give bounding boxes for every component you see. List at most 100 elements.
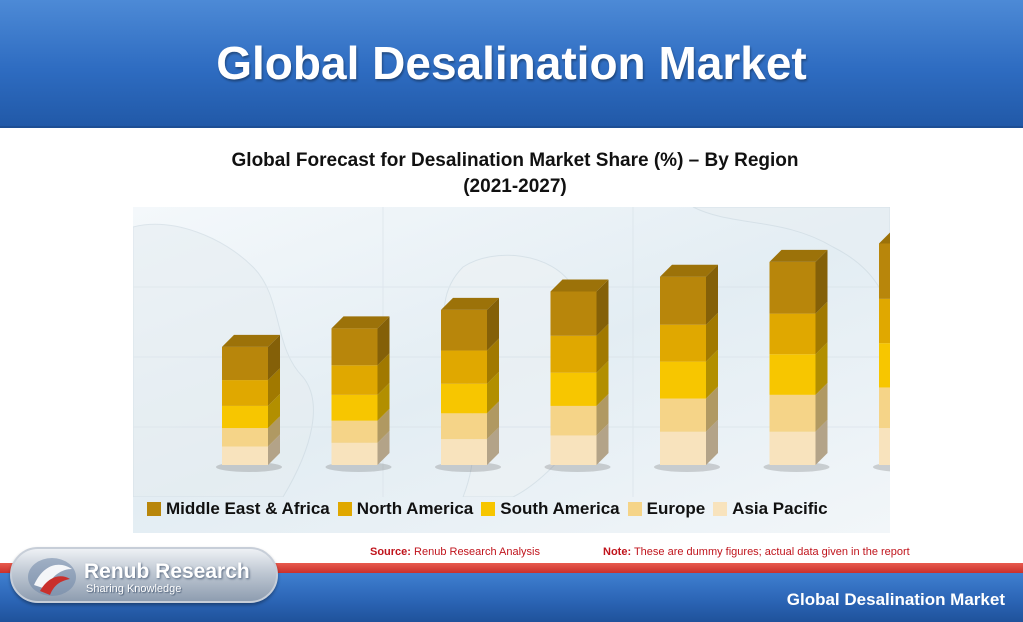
legend-label: South America bbox=[500, 499, 620, 518]
bar-segment bbox=[660, 276, 706, 325]
bar-segment bbox=[441, 309, 487, 351]
bar-segment-side bbox=[487, 338, 499, 384]
source-text: Renub Research Analysis bbox=[410, 546, 540, 558]
footer-accent-line bbox=[0, 563, 1023, 573]
legend-label: Europe bbox=[646, 499, 706, 518]
bar-top-face bbox=[550, 279, 609, 292]
chart-title-block: Global Forecast for Desalination Market … bbox=[130, 148, 900, 200]
legend-item: Asia Pacific bbox=[713, 499, 828, 519]
bar-segment-side bbox=[377, 382, 390, 421]
dummy-figures-note: Note: These are dummy figures; actual da… bbox=[603, 546, 910, 558]
bar-stack-2025 bbox=[660, 264, 718, 465]
bar-segment bbox=[222, 380, 268, 406]
bar-segment bbox=[550, 372, 597, 406]
bar-segment-side bbox=[487, 427, 499, 465]
source-label: Source: bbox=[370, 546, 411, 558]
renub-research-logo: Renub Research Sharing Knowledge bbox=[10, 547, 278, 603]
chart-title: Global Forecast for Desalination Market … bbox=[231, 150, 799, 171]
bars-group bbox=[216, 232, 890, 472]
bar-segment-side bbox=[377, 353, 390, 395]
logo-name: Renub Research bbox=[84, 560, 250, 583]
bar-segment-side bbox=[706, 349, 718, 399]
note-label: Note: bbox=[603, 546, 632, 558]
bar-top-face bbox=[331, 316, 390, 329]
bar-segment bbox=[331, 394, 378, 421]
bar-segment-side bbox=[596, 323, 609, 373]
bar-stack-2022 bbox=[331, 316, 390, 465]
bar-segment-side bbox=[815, 382, 828, 432]
bar-stack-2021 bbox=[222, 334, 280, 465]
chart-subtitle: (2021-2027) bbox=[463, 176, 567, 197]
stacked-bar-chart bbox=[133, 207, 890, 497]
bar-segment bbox=[331, 328, 378, 366]
bar-segment-side bbox=[487, 371, 499, 414]
bar-segment bbox=[660, 324, 706, 362]
bar-segment bbox=[769, 431, 816, 465]
bar-segment-side bbox=[487, 401, 499, 440]
bar-segment bbox=[550, 435, 597, 465]
bar-segment-side bbox=[815, 342, 828, 395]
bar-segment bbox=[441, 350, 487, 384]
bar-segment bbox=[550, 335, 597, 373]
bar-segment bbox=[441, 439, 487, 465]
bar-segment-side bbox=[596, 360, 609, 406]
bar-segment-side bbox=[487, 297, 499, 351]
bar-segment bbox=[222, 428, 268, 447]
legend-swatch bbox=[627, 502, 642, 516]
bar-stack-2024 bbox=[550, 279, 609, 465]
bar-segment-side bbox=[268, 416, 280, 447]
bar-top-face bbox=[769, 249, 828, 262]
bar-segment bbox=[769, 354, 816, 395]
bar-segment bbox=[769, 261, 816, 314]
legend-item: Europe bbox=[627, 499, 706, 519]
bar-stack-2023 bbox=[441, 297, 499, 465]
footer-title: Global Desalination Market bbox=[786, 590, 1005, 609]
bar-segment-side bbox=[268, 334, 280, 381]
bar-top-face bbox=[660, 264, 718, 277]
legend-swatch bbox=[147, 502, 161, 516]
bar-segment-side bbox=[268, 434, 280, 465]
bar-segment bbox=[879, 243, 890, 299]
bar-segment bbox=[331, 365, 378, 395]
bar-segment-side bbox=[706, 419, 718, 465]
bar-segment bbox=[441, 413, 487, 440]
bar-segment bbox=[550, 405, 597, 436]
bar-segment-side bbox=[815, 419, 828, 465]
legend-swatch bbox=[481, 502, 496, 516]
bar-segment-side bbox=[377, 430, 390, 465]
bar-segment bbox=[660, 398, 706, 432]
bar-segment bbox=[441, 383, 487, 414]
bar-segment bbox=[222, 405, 268, 429]
header-banner: Global Desalination Market bbox=[0, 0, 1023, 128]
bar-segment bbox=[879, 387, 890, 429]
page-title: Global Desalination Market bbox=[216, 37, 807, 89]
bar-segment-side bbox=[815, 301, 828, 355]
bar-segment bbox=[769, 313, 816, 355]
chart-panel: Middle East & Africa North America South A… bbox=[133, 207, 890, 533]
legend-item: North America bbox=[337, 499, 474, 519]
bar-segment bbox=[222, 446, 268, 465]
legend-label: North America bbox=[356, 499, 474, 518]
bar-segment bbox=[660, 431, 706, 465]
source-note: Source: Renub Research Analysis bbox=[370, 546, 540, 558]
legend-label: Asia Pacific bbox=[732, 499, 828, 518]
bar-segment bbox=[222, 346, 268, 381]
bar-segment-side bbox=[706, 386, 718, 432]
bar-segment-side bbox=[706, 264, 718, 325]
bar-segment bbox=[879, 343, 890, 388]
bar-segment bbox=[331, 442, 378, 465]
note-text: These are dummy figures; actual data giv… bbox=[631, 546, 910, 558]
bar-segment-side bbox=[268, 393, 280, 429]
bar-segment bbox=[879, 428, 890, 465]
bar-segment-side bbox=[377, 316, 390, 366]
bar-segment-side bbox=[706, 312, 718, 362]
bar-stack-2027 bbox=[879, 232, 890, 465]
logo-tagline: Sharing Knowledge bbox=[86, 583, 182, 595]
bar-segment-side bbox=[596, 423, 609, 465]
legend-swatch bbox=[713, 502, 728, 516]
bar-segment bbox=[660, 361, 706, 399]
bar-segment-side bbox=[596, 279, 609, 336]
chart-legend: Middle East & Africa North America South A… bbox=[133, 497, 890, 521]
legend-label: Middle East & Africa bbox=[166, 499, 330, 518]
bar-top-face bbox=[222, 334, 280, 347]
